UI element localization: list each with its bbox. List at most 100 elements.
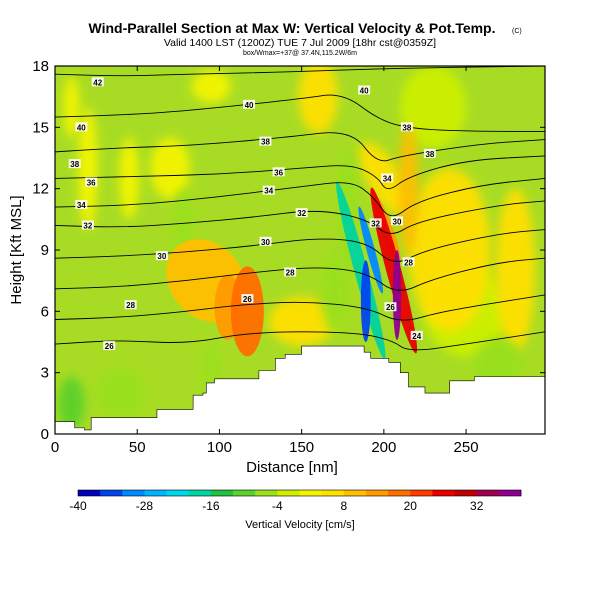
theta-contour-26 bbox=[55, 294, 545, 321]
y-tick-label: 0 bbox=[41, 426, 49, 443]
contour-label: 34 bbox=[264, 187, 273, 196]
theta-contour-24 bbox=[55, 331, 545, 351]
chart-subtitle-small: box/Wmax=+37@ 37.4N,115.2W/6m bbox=[243, 50, 357, 57]
contour-label-bg bbox=[243, 99, 256, 109]
velocity-cell bbox=[358, 206, 384, 294]
colorbar-swatch bbox=[255, 490, 278, 496]
contour-label-bg bbox=[85, 177, 98, 187]
contour-label: 34 bbox=[77, 201, 86, 210]
colorbar-swatch bbox=[144, 490, 167, 496]
contour-label: 42 bbox=[93, 78, 102, 87]
contour-label-bg bbox=[68, 159, 81, 169]
colorbar-swatch bbox=[365, 490, 389, 496]
colorbar-tick-label: 32 bbox=[470, 499, 484, 513]
colorbar-swatch bbox=[432, 490, 455, 496]
velocity-cell bbox=[336, 181, 386, 360]
colorbar: -40 -28 -16 -4 8 20 32 bbox=[69, 489, 522, 513]
plot-area: 42 40 40 40 38 38 38 38 36 36 34 34 34 32 32 30 32 30 30 28… bbox=[55, 66, 545, 434]
x-tick-label: 150 bbox=[289, 439, 314, 456]
colorbar-tick-label: 20 bbox=[404, 499, 418, 513]
theta-contour-36 bbox=[55, 155, 545, 190]
contour-label: 26 bbox=[243, 295, 252, 304]
terrain-mask bbox=[55, 345, 545, 434]
y-axis-label: Height [Kft MSL] bbox=[8, 195, 25, 304]
colorbar-swatch bbox=[476, 490, 500, 496]
colorbar-swatch bbox=[166, 490, 190, 496]
contour-label-bg bbox=[391, 216, 404, 226]
contour-label: 28 bbox=[286, 268, 295, 277]
contour-label-bg bbox=[272, 167, 285, 177]
contour-label: 28 bbox=[126, 301, 135, 310]
theta-contour-34 bbox=[55, 177, 545, 217]
contour-label: 32 bbox=[83, 221, 92, 230]
contour-label-bg bbox=[369, 218, 382, 228]
contour-label-bg bbox=[381, 173, 394, 183]
contour-label-bg bbox=[402, 257, 415, 267]
x-tick-label: 0 bbox=[51, 439, 59, 456]
theta-contour-28 bbox=[55, 257, 545, 291]
y-tick-label: 18 bbox=[32, 58, 49, 75]
contour-label: 24 bbox=[412, 332, 421, 341]
colorbar-frame bbox=[77, 489, 522, 497]
contour-label-bg bbox=[358, 85, 371, 95]
colorbar-swatch bbox=[233, 490, 256, 496]
contour-label-bg bbox=[384, 302, 397, 312]
contour-label: 30 bbox=[157, 252, 166, 261]
colorbar-swatch bbox=[388, 490, 411, 496]
colorbar-swatch bbox=[210, 490, 234, 496]
x-axis-label: Distance [nm] bbox=[246, 459, 338, 476]
velocity-cell bbox=[392, 250, 402, 340]
contour-label: 30 bbox=[261, 238, 270, 247]
y-tick-label: 3 bbox=[41, 365, 49, 382]
y-tick-label: 15 bbox=[32, 119, 49, 136]
chart-title-mark: (C) bbox=[512, 28, 522, 35]
y-tick-label: 9 bbox=[41, 242, 49, 259]
contour-label: 32 bbox=[297, 209, 306, 218]
contour-label-bg bbox=[91, 77, 104, 87]
colorbar-swatch bbox=[498, 490, 522, 496]
contour-label-bg bbox=[103, 341, 116, 351]
theta-contour-40 bbox=[55, 94, 545, 132]
colorbar-tick-label: -16 bbox=[202, 499, 220, 513]
contour-label-bg bbox=[400, 122, 413, 132]
y-tick-label: 12 bbox=[32, 181, 49, 198]
y-axis: 0 3 6 9 12 15 18 bbox=[32, 58, 545, 443]
velocity-cell bbox=[474, 337, 524, 387]
colorbar-swatch bbox=[277, 490, 300, 496]
colorbar-swatch bbox=[410, 490, 433, 496]
colorbar-swatch bbox=[454, 490, 478, 496]
contour-label-bg bbox=[241, 294, 254, 304]
colorbar-tick-label: -28 bbox=[136, 499, 154, 513]
contour-label-bg bbox=[423, 148, 436, 158]
colorbar-swatch bbox=[188, 490, 212, 496]
contour-label-bg bbox=[75, 122, 88, 132]
velocity-cell bbox=[398, 123, 419, 255]
chart-title: Wind-Parallel Section at Max W: Vertical… bbox=[88, 20, 495, 36]
velocity-cell bbox=[360, 260, 371, 342]
x-tick-label: 250 bbox=[454, 439, 479, 456]
theta-contour-32 bbox=[55, 200, 545, 234]
contour-label: 26 bbox=[105, 342, 114, 351]
velocity-cell bbox=[230, 266, 264, 357]
colorbar-swatch bbox=[343, 490, 367, 496]
theta-contours bbox=[55, 66, 545, 351]
contour-label-bg bbox=[262, 185, 275, 195]
velocity-cell bbox=[321, 250, 348, 332]
theta-contour-42 bbox=[55, 66, 545, 77]
colorbar-swatch bbox=[122, 490, 145, 496]
x-tick-label: 200 bbox=[371, 439, 396, 456]
colorbar-swatch bbox=[100, 490, 123, 496]
contour-label: 30 bbox=[393, 217, 402, 226]
contour-label-bg bbox=[155, 251, 168, 261]
contour-label-bg bbox=[124, 300, 137, 310]
contour-label: 38 bbox=[70, 160, 79, 169]
contour-label: 34 bbox=[383, 174, 392, 183]
velocity-cell bbox=[78, 106, 98, 230]
contour-label: 32 bbox=[371, 219, 380, 228]
contour-label-bg bbox=[75, 200, 88, 210]
y-tick-label: 6 bbox=[41, 303, 49, 320]
contour-label: 40 bbox=[360, 87, 369, 96]
theta-contour-30 bbox=[55, 229, 545, 262]
colorbar-swatch bbox=[78, 490, 101, 496]
contour-label: 38 bbox=[261, 138, 270, 147]
